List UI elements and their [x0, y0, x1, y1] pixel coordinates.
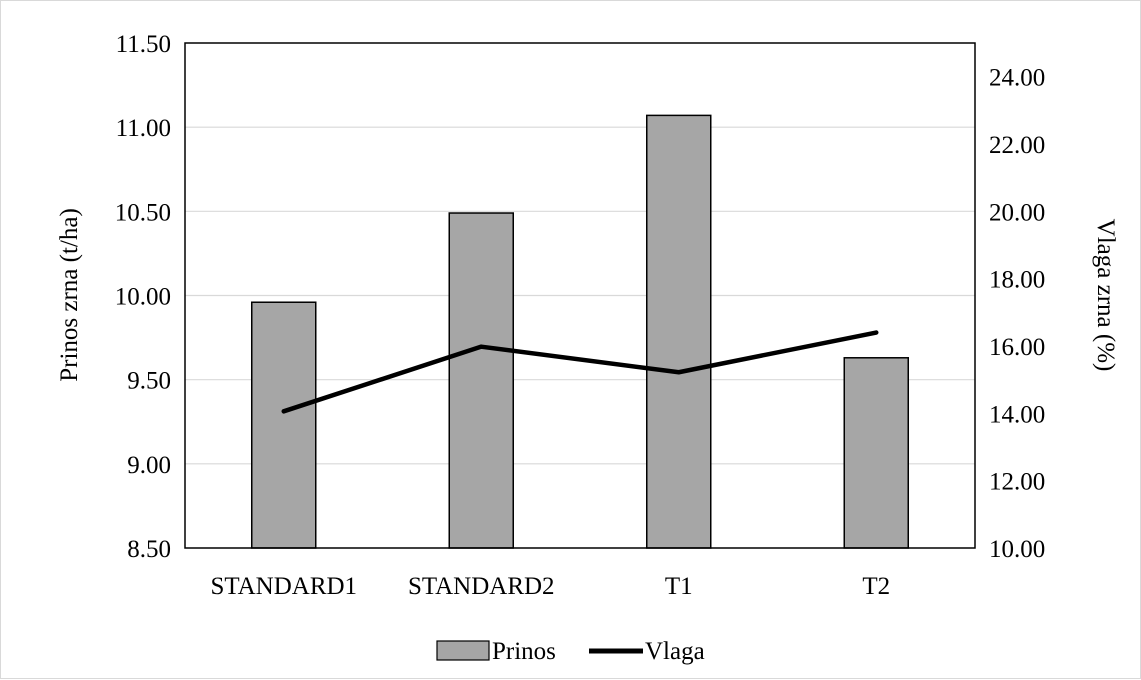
- left-axis-title: Prinos zrna (t/ha): [56, 208, 83, 382]
- right-tick-label: 12.00: [989, 469, 1045, 496]
- legend-label-vlaga: Vlaga: [645, 638, 705, 665]
- right-tick-label: 14.00: [989, 401, 1045, 428]
- left-tick-label: 8.50: [127, 536, 171, 563]
- line-series-vlaga: [284, 333, 877, 412]
- line-vlaga: [284, 333, 877, 412]
- right-tick-label: 24.00: [989, 65, 1045, 92]
- right-tick-label: 20.00: [989, 199, 1045, 226]
- right-tick-label: 18.00: [989, 267, 1045, 294]
- legend-swatch-prinos: [437, 641, 489, 660]
- bar-prinos: [844, 358, 908, 548]
- left-tick-label: 10.50: [115, 199, 171, 226]
- category-label: T1: [665, 573, 693, 600]
- legend: Prinos Vlaga: [437, 638, 705, 665]
- bar-prinos: [252, 302, 316, 548]
- left-tick-label: 11.00: [116, 115, 171, 142]
- right-axis-tick-labels: 10.00 12.00 14.00 16.00 18.00 20.00 22.00 24.00: [989, 65, 1045, 563]
- left-tick-label: 9.00: [127, 452, 171, 479]
- left-tick-label: 10.00: [115, 284, 171, 311]
- left-axis-tick-labels: 8.50 9.00 9.50 10.00 10.50 11.00 11.50: [115, 31, 171, 563]
- category-label: T2: [862, 573, 890, 600]
- bar-series-prinos: [252, 115, 909, 548]
- category-axis-labels: STANDARD1 STANDARD2 T1 T2: [210, 573, 890, 600]
- legend-label-prinos: Prinos: [492, 638, 556, 665]
- category-label: STANDARD1: [210, 573, 357, 600]
- left-tick-label: 11.50: [116, 31, 171, 58]
- bar-prinos: [647, 115, 711, 548]
- right-tick-label: 22.00: [989, 132, 1045, 159]
- right-tick-label: 16.00: [989, 334, 1045, 361]
- right-tick-label: 10.00: [989, 536, 1045, 563]
- category-label: STANDARD2: [408, 573, 555, 600]
- right-axis-title: Vlaga zrna (%): [1092, 219, 1119, 372]
- bar-prinos: [449, 213, 513, 548]
- left-tick-label: 9.50: [127, 368, 171, 395]
